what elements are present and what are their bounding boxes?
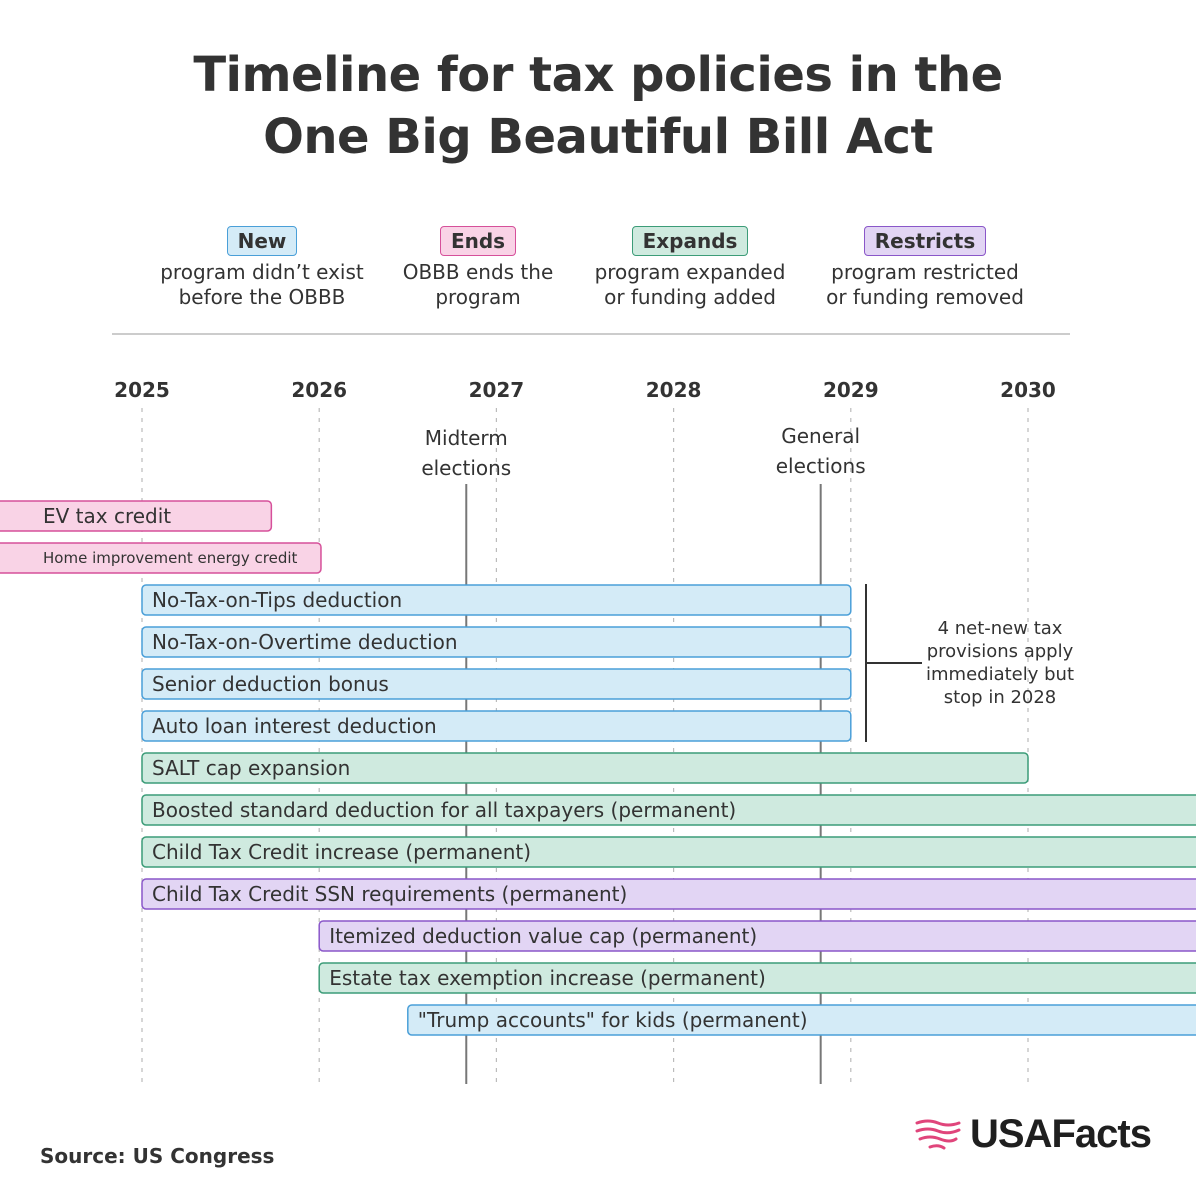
title-line-1: Timeline for tax policies in the — [193, 47, 1003, 103]
x-tick-label: 2027 — [469, 378, 525, 402]
timeline-bar-label: Child Tax Credit SSN requirements (perma… — [152, 882, 627, 906]
timeline-bar — [407, 1004, 1196, 1036]
timeline-bar-label: Senior deduction bonus — [152, 672, 389, 696]
legend: New program didn’t exist before the OBBB… — [0, 226, 1196, 326]
legend-item-ends: Ends OBBB ends the program — [358, 226, 598, 310]
timeline-bar-label: Itemized deduction value cap (permanent) — [329, 924, 757, 948]
timeline-bar — [141, 752, 1029, 784]
legend-badge-restricts: Restricts — [863, 226, 987, 256]
legend-desc-restricts: program restricted or funding removed — [826, 260, 1024, 309]
timeline-bar-label: No-Tax-on-Tips deduction — [152, 588, 402, 612]
x-tick-label: 2026 — [291, 378, 347, 402]
election-marker-label: elections — [421, 456, 511, 480]
legend-badge-new: New — [226, 226, 298, 256]
timeline-bar-label: Estate tax exemption increase (permanent… — [329, 966, 766, 990]
timeline-bar-label: No-Tax-on-Overtime deduction — [152, 630, 458, 654]
timeline-bar — [318, 962, 1196, 994]
annotation-text: immediately but — [926, 664, 1074, 685]
timeline-bar-label: EV tax credit — [43, 504, 171, 528]
timeline-bar — [318, 920, 1196, 952]
timeline-bar — [0, 542, 322, 574]
source-note: Source: US Congress — [40, 1144, 274, 1168]
timeline-bar-label: SALT cap expansion — [152, 756, 350, 780]
legend-item-new: New program didn’t exist before the OBBB — [142, 226, 382, 310]
x-tick-label: 2025 — [114, 378, 170, 402]
timeline-bar — [141, 584, 852, 616]
timeline-bar — [141, 836, 1196, 868]
timeline-bar — [141, 668, 852, 700]
timeline-bar — [0, 500, 273, 532]
legend-item-restricts: Restricts program restricted or funding … — [805, 226, 1045, 310]
usafacts-logo: USAFacts — [914, 1111, 1152, 1156]
election-marker-label: elections — [776, 454, 866, 478]
timeline-bar-label: Home improvement energy credit — [43, 549, 298, 567]
legend-divider — [112, 333, 1070, 335]
legend-desc-ends: OBBB ends the program — [402, 260, 554, 309]
annotation-text: 4 net-new tax — [938, 618, 1063, 639]
x-tick-label: 2030 — [1000, 378, 1056, 402]
timeline-bar-label: "Trump accounts" for kids (permanent) — [418, 1008, 808, 1032]
brand-name: USAFacts — [970, 1111, 1152, 1156]
x-tick-label: 2029 — [823, 378, 879, 402]
source-text: US Congress — [132, 1144, 275, 1168]
election-marker-label: Midterm — [425, 426, 508, 450]
x-tick-label: 2028 — [646, 378, 702, 402]
annotation-text: stop in 2028 — [944, 687, 1057, 708]
timeline-bar-label: Auto loan interest deduction — [152, 714, 437, 738]
timeline-bar — [141, 794, 1196, 826]
legend-item-expands: Expands program expanded or funding adde… — [570, 226, 810, 310]
legend-desc-expands: program expanded or funding added — [594, 260, 786, 309]
usa-map-icon — [915, 1119, 961, 1150]
legend-badge-ends: Ends — [439, 226, 517, 256]
legend-badge-expands: Expands — [631, 226, 749, 256]
timeline-bar — [141, 710, 852, 742]
timeline-bar — [141, 878, 1196, 910]
election-marker-label: General — [781, 424, 860, 448]
chart-title: Timeline for tax policies in the One Big… — [0, 44, 1196, 168]
source-label: Source: — [40, 1144, 126, 1168]
timeline-bar-label: Boosted standard deduction for all taxpa… — [152, 798, 736, 822]
timeline-bar — [141, 626, 852, 658]
legend-desc-new: program didn’t exist before the OBBB — [160, 260, 364, 309]
title-line-2: One Big Beautiful Bill Act — [263, 109, 933, 165]
annotation-text: provisions apply — [927, 641, 1074, 662]
timeline-bar-label: Child Tax Credit increase (permanent) — [152, 840, 531, 864]
